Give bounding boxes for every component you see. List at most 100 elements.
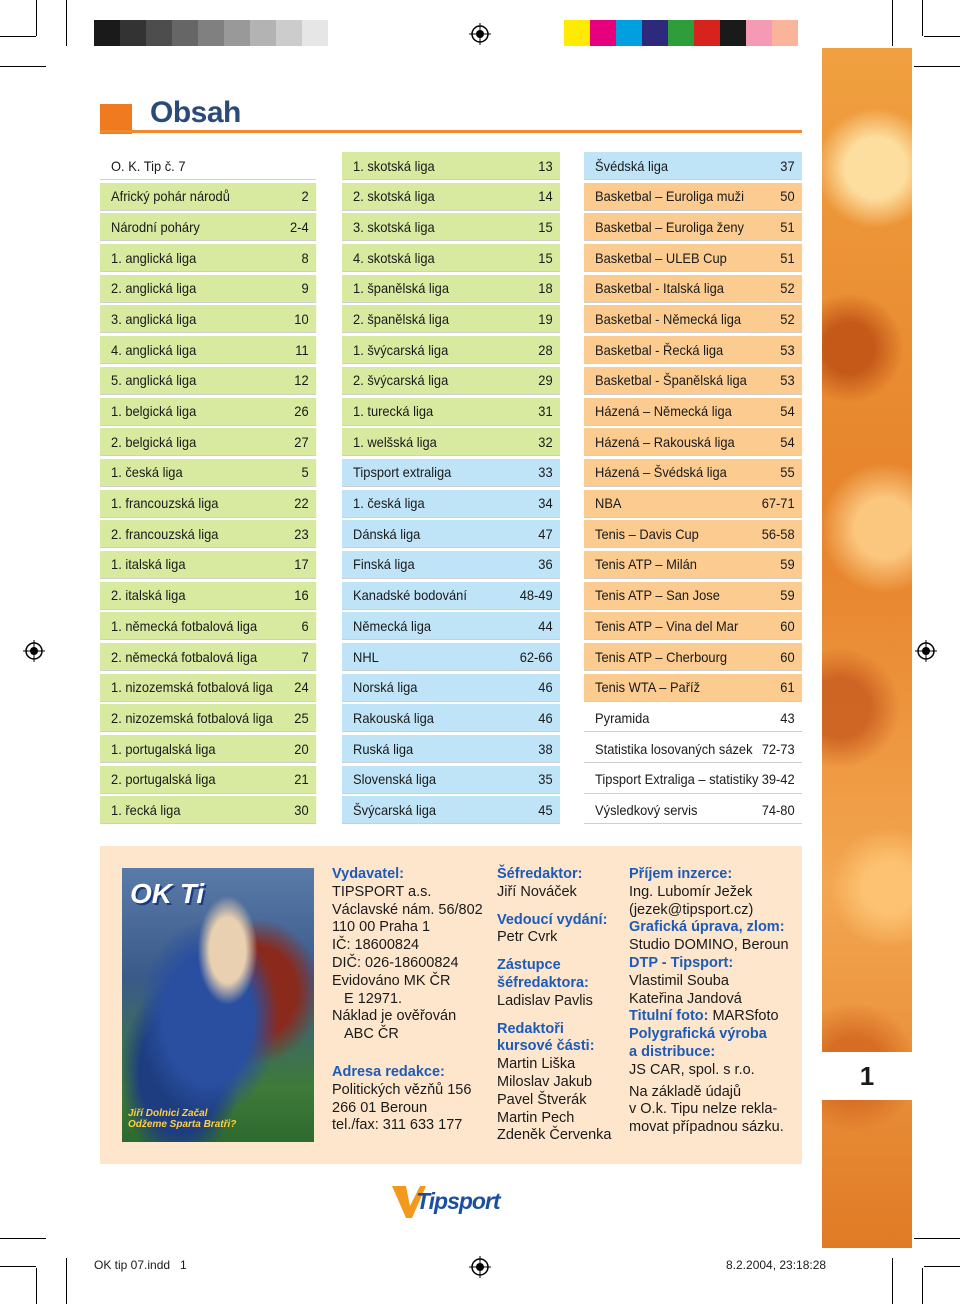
contents-page: 24 — [294, 679, 309, 696]
color-swatch — [224, 20, 250, 46]
photo-credit: Titulní foto: MARSfoto — [629, 1008, 801, 1026]
crop-mark — [66, 0, 67, 46]
print-heading-2: a distribuce: — [629, 1043, 716, 1060]
contents-page: 7 — [301, 648, 309, 665]
contents-label: 2. švýcarská liga — [353, 372, 449, 389]
crop-mark — [36, 1268, 37, 1304]
contents-row: Tenis ATP – San Jose 59 — [584, 581, 802, 610]
graphic-heading: Grafická úprava, zlom: — [629, 919, 785, 936]
contents-label: Basketbal - Španělská liga — [595, 372, 747, 389]
contents-page: 6 — [301, 617, 309, 634]
contents-page: 37 — [780, 157, 795, 174]
imprint-line: TIPSPORT a.s. — [332, 883, 432, 900]
registration-mark-icon — [915, 640, 937, 662]
imprint-line: IČ: 18600824 — [332, 937, 420, 954]
contents-row: Slovenská liga 35 — [342, 765, 560, 794]
contents-page: 30 — [294, 801, 309, 818]
contents-page: 31 — [538, 403, 553, 419]
contents-row: 1. italská liga 17 — [100, 550, 316, 579]
imprint-line: Martin Liška — [497, 1056, 576, 1073]
contents-row: 4. anglická liga 11 — [100, 336, 316, 365]
contents-label: 1. italská liga — [111, 556, 186, 573]
imprint-line: (jezek@tipsport.cz) — [629, 901, 754, 918]
color-swatch — [172, 20, 198, 46]
contents-label: 2. francouzská liga — [111, 525, 219, 542]
contents-column-1: O. K. Tip č. 7 Africký pohár národů 2 Národ… — [100, 152, 316, 827]
crop-mark — [36, 0, 37, 36]
contents-row: Tenis ATP – Milán 59 — [584, 550, 802, 579]
contents-row: Basketbal - Německá liga 52 — [584, 305, 802, 334]
contents-page: 15 — [538, 218, 553, 235]
print-heading: Polygrafická výroba — [629, 1026, 767, 1043]
contents-page: 54 — [780, 403, 795, 419]
crop-mark — [914, 1238, 960, 1239]
contents-row: Finská liga 36 — [342, 550, 560, 579]
contents-page: 26 — [294, 403, 309, 419]
contents-label: Výsledkový servis — [595, 801, 698, 818]
contents-label: Rakouská liga — [353, 709, 434, 726]
imprint-line: Ing. Lubomír Ježek — [629, 883, 753, 900]
contents-row: Výsledkový servis 74-80 — [584, 796, 802, 825]
contents-page: 52 — [780, 310, 795, 327]
contents-row: 1. turecká liga 31 — [342, 397, 560, 426]
color-swatch — [564, 20, 590, 46]
color-swatch — [668, 20, 694, 46]
contents-page: 38 — [538, 740, 553, 757]
contents-row: Tenis – Davis Cup 56-58 — [584, 520, 802, 549]
crop-mark — [0, 1238, 46, 1239]
page-title: Obsah — [150, 96, 241, 129]
contents-row: 1. řecká liga 30 — [100, 796, 316, 825]
contents-row: 4. skotská liga 15 — [342, 244, 560, 273]
contents-label: 1. francouzská liga — [111, 495, 219, 512]
contents-row: Dánská liga 47 — [342, 520, 560, 549]
color-swatch — [746, 20, 772, 46]
crop-mark — [924, 1266, 960, 1267]
contents-label: Basketbal - Německá liga — [595, 310, 742, 327]
contents-row: Kanadské bodování 48-49 — [342, 581, 560, 610]
odds-editors-heading: Redaktoři — [497, 1020, 564, 1037]
contents-page: 53 — [780, 341, 795, 358]
imprint-line: Václavské nám. 56/802 — [332, 901, 483, 918]
contents-label: 3. anglická liga — [111, 310, 197, 327]
page-number: 1 — [822, 1052, 912, 1100]
contents-page: 59 — [780, 587, 795, 604]
contents-row: 1. švýcarská liga 28 — [342, 336, 560, 365]
contents-row: Tipsport extraliga 33 — [342, 458, 560, 487]
contents-page: 53 — [780, 372, 795, 389]
contents-label: 2. anglická liga — [111, 280, 197, 297]
contents-page: 11 — [295, 341, 309, 358]
contents-label: 4. skotská liga — [353, 249, 435, 266]
crop-mark — [0, 66, 46, 67]
deputy-name: Ladislav Pavlis — [497, 992, 593, 1009]
contents-page: 51 — [780, 218, 795, 235]
contents-row: 5. anglická liga 12 — [100, 366, 316, 395]
slug-file: OK tip 07.indd 1 — [94, 1258, 187, 1272]
contents-label: 2. nizozemská fotbalová liga — [111, 709, 273, 726]
sports-photo-strip — [822, 48, 912, 1248]
contents-row: Statistika losovaných sázek 72-73 — [584, 735, 802, 764]
contents-label: Švýcarská liga — [353, 801, 437, 818]
tipsport-logo-text: Tipsport — [416, 1188, 501, 1214]
graphic-value: Studio DOMINO, Beroun — [629, 937, 789, 954]
crop-mark — [0, 36, 36, 37]
color-swatch — [146, 20, 172, 46]
contents-label: Finská liga — [353, 556, 415, 573]
chief-name: Jiří Nováček — [497, 883, 577, 900]
contents-label: 1. švýcarská liga — [353, 341, 449, 358]
registration-mark-icon — [469, 1256, 491, 1278]
imprint-line: Kateřina Jandová — [629, 990, 742, 1007]
contents-row: Tipsport Extraliga – statistiky 39-42 — [584, 765, 802, 794]
contents-page: 62-66 — [519, 648, 553, 665]
contents-page: 46 — [538, 679, 553, 696]
contents-page: 51 — [780, 249, 795, 266]
imprint-line: 110 00 Praha 1 — [332, 919, 431, 936]
imprint-line: Zdeněk Červenka — [497, 1127, 612, 1144]
contents-row: 1. česká liga 5 — [100, 458, 316, 487]
contents-page: 15 — [538, 249, 553, 266]
contents-label: 1. řecká liga — [111, 801, 181, 818]
dtp-heading: DTP - Tipsport: — [629, 954, 734, 971]
contents-label: Basketbal – Euroliga muži — [595, 188, 744, 205]
contents-page: 56-58 — [761, 525, 795, 542]
contents-label: 1. turecká liga — [353, 403, 434, 419]
contents-page: 67-71 — [761, 495, 795, 512]
